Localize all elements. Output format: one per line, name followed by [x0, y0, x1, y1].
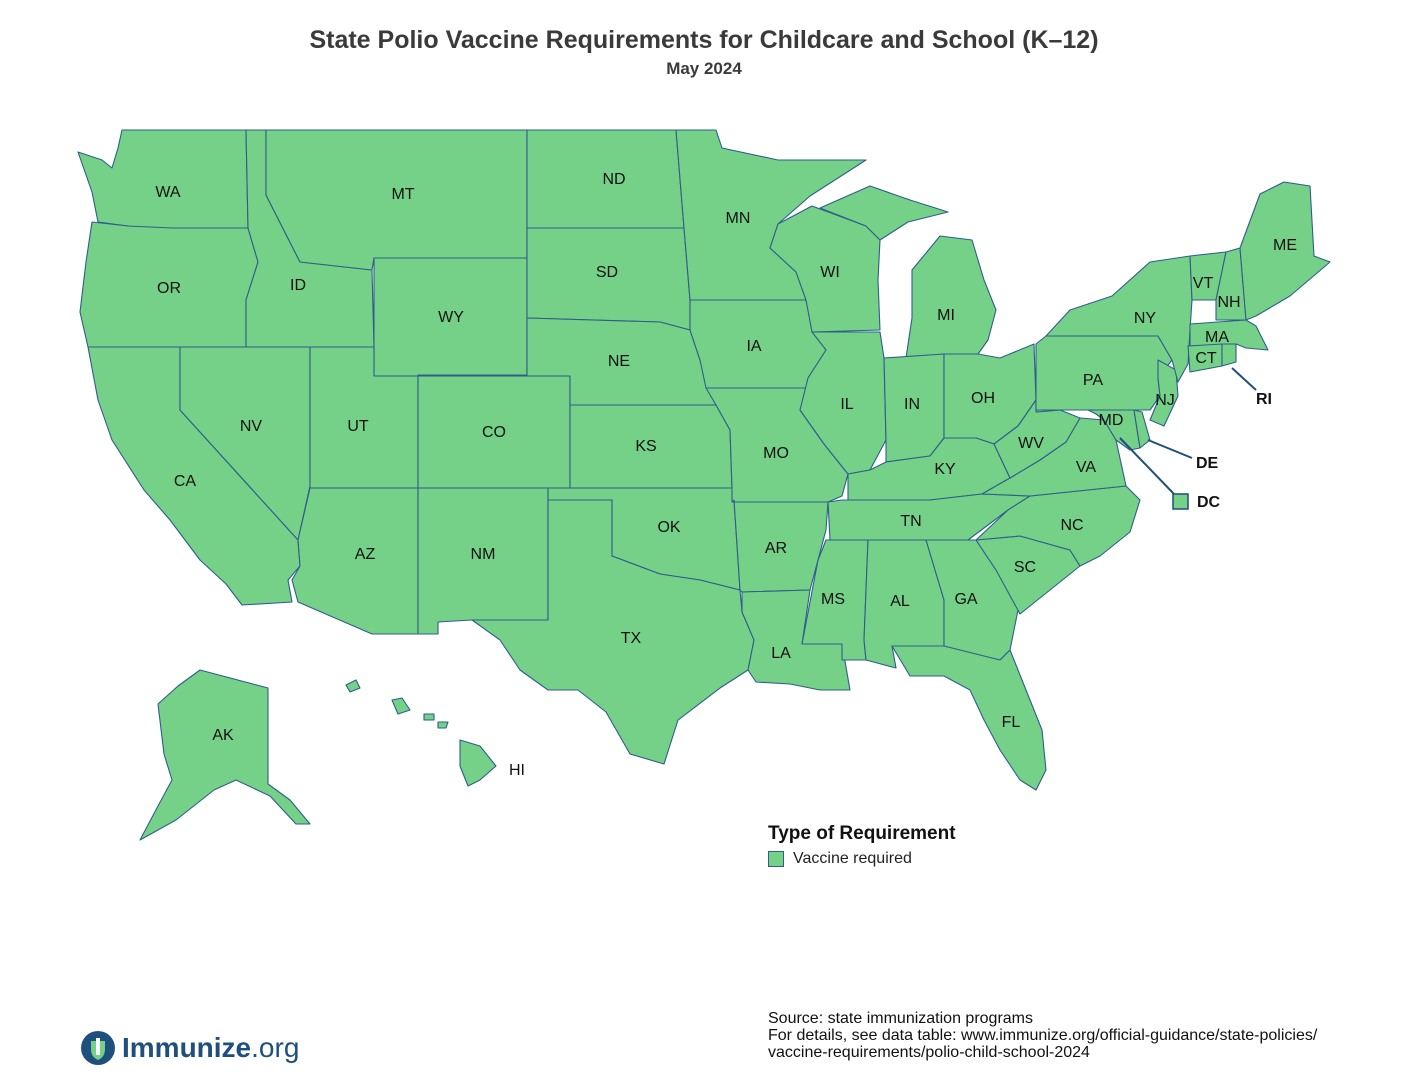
label-ok: OK — [657, 519, 680, 536]
label-vt: VT — [1193, 275, 1214, 292]
label-va: VA — [1076, 459, 1096, 476]
label-ma: MA — [1205, 329, 1229, 346]
label-wv: WV — [1018, 435, 1044, 452]
label-or: OR — [157, 280, 181, 297]
label-ia: IA — [746, 338, 761, 355]
label-hi: HI — [509, 762, 525, 779]
label-tx: TX — [621, 630, 642, 647]
logo-shield-icon — [81, 1031, 115, 1065]
label-wy: WY — [438, 309, 464, 326]
label-mo: MO — [763, 445, 789, 462]
states — [77, 129, 1331, 841]
state-hi[interactable] — [345, 679, 497, 787]
state-nc[interactable] — [975, 485, 1141, 567]
label-ar: AR — [765, 540, 787, 557]
label-la: LA — [771, 645, 791, 662]
label-nd: ND — [602, 171, 625, 188]
immunize-logo[interactable]: Immunize.org — [80, 1030, 299, 1066]
label-ms: MS — [821, 591, 845, 608]
label-mt: MT — [391, 186, 414, 203]
label-mn: MN — [726, 210, 751, 227]
logo-text: Immunize.org — [122, 1032, 299, 1064]
label-oh: OH — [971, 390, 995, 407]
state-labels: WA OR CA ID NV MT WY UT AZ CO NM ND SD N… — [155, 171, 1297, 779]
label-ca: CA — [174, 473, 197, 490]
label-wa: WA — [155, 184, 181, 201]
legend-item-label: Vaccine required — [793, 850, 912, 867]
label-mi: MI — [937, 307, 955, 324]
map-title: State Polio Vaccine Requirements for Chi… — [309, 26, 1099, 54]
legend-swatch — [768, 851, 784, 867]
label-nj: NJ — [1155, 392, 1175, 409]
state-me[interactable] — [1239, 181, 1331, 321]
label-ky: KY — [934, 461, 956, 478]
label-ne: NE — [608, 353, 630, 370]
source-line-3: vaccine-requirements/polio-child-school-… — [768, 1044, 1090, 1061]
label-me: ME — [1273, 237, 1297, 254]
label-ut: UT — [347, 418, 369, 435]
label-ak: AK — [212, 727, 234, 744]
legend-item: Vaccine required — [768, 850, 956, 868]
label-id: ID — [290, 277, 306, 294]
state-ny[interactable] — [1045, 255, 1193, 383]
label-ri: RI — [1256, 391, 1272, 408]
state-ak[interactable] — [139, 669, 311, 841]
label-md: MD — [1099, 412, 1124, 429]
state-fl[interactable] — [891, 645, 1047, 791]
label-nv: NV — [240, 418, 263, 435]
state-nh[interactable] — [1215, 247, 1247, 321]
label-de: DE — [1196, 455, 1219, 472]
label-ks: KS — [635, 438, 656, 455]
legend-title: Type of Requirement — [768, 823, 956, 844]
callouts: RI DE DC — [1119, 367, 1272, 511]
state-pa[interactable] — [1035, 335, 1173, 411]
label-co: CO — [482, 424, 506, 441]
label-wi: WI — [820, 264, 840, 281]
label-tn: TN — [900, 513, 921, 530]
state-tx[interactable] — [471, 499, 755, 765]
label-dc: DC — [1197, 494, 1221, 511]
dc-marker[interactable] — [1172, 493, 1189, 510]
label-ny: NY — [1134, 310, 1157, 327]
label-nc: NC — [1060, 517, 1083, 534]
logo-name: Immunize — [122, 1032, 252, 1063]
label-il: IL — [840, 396, 853, 413]
label-sd: SD — [596, 264, 618, 281]
label-al: AL — [890, 593, 910, 610]
map-subtitle: May 2024 — [666, 59, 742, 78]
label-pa: PA — [1083, 372, 1103, 389]
legend: Type of Requirement Vaccine required — [768, 823, 956, 868]
state-wa[interactable] — [77, 129, 249, 233]
logo-suffix: .org — [251, 1032, 300, 1063]
label-nh: NH — [1217, 294, 1240, 311]
label-fl: FL — [1002, 714, 1021, 731]
source-note: Source: state immunization programs For … — [768, 1010, 1317, 1061]
label-in: IN — [904, 396, 920, 413]
label-ct: CT — [1195, 350, 1217, 367]
state-ri[interactable] — [1221, 343, 1237, 367]
source-line-1: Source: state immunization programs — [768, 1010, 1033, 1027]
label-ga: GA — [954, 591, 977, 608]
label-sc: SC — [1014, 559, 1036, 576]
label-nm: NM — [471, 546, 496, 563]
source-line-2: For details, see data table: www.immuniz… — [768, 1027, 1318, 1044]
label-az: AZ — [355, 546, 376, 563]
